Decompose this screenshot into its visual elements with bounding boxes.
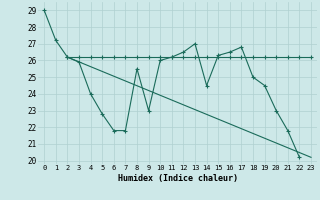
- X-axis label: Humidex (Indice chaleur): Humidex (Indice chaleur): [118, 174, 238, 183]
